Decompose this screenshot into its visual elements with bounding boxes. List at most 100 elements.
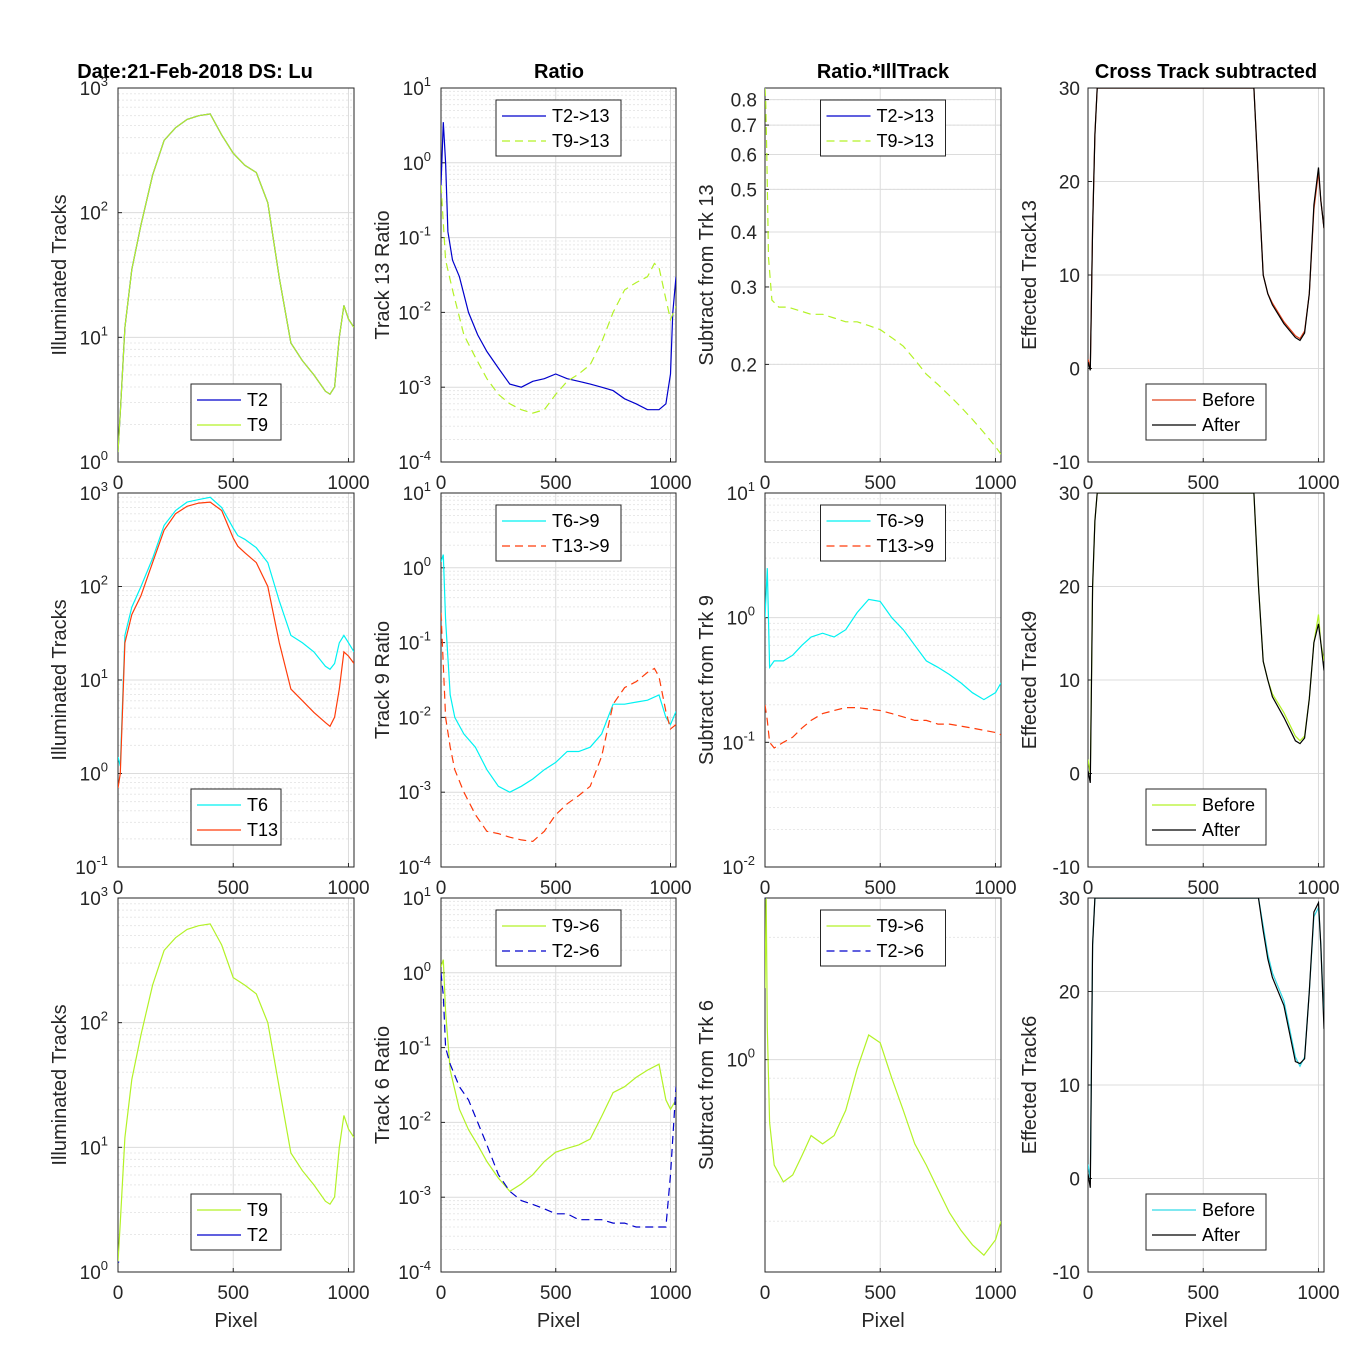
x-tick-label: 0: [113, 473, 124, 494]
y-tick-label: 10-4: [398, 1258, 431, 1284]
legend-label: After: [1202, 415, 1240, 435]
y-tick-label: 100: [80, 1258, 108, 1284]
subplot-r1c1: 100 101 102 103 0 500 1000 Illuminated Tracks T2…: [49, 74, 370, 494]
y-tick-label: 20: [1059, 983, 1080, 1004]
series-line-t9-6: [765, 898, 1001, 1257]
y-tick-label: 0.7: [731, 116, 757, 137]
y-tick-label: 0.5: [731, 180, 757, 201]
series-line-t6-9: [441, 554, 676, 793]
column-title-3: Ratio.*IllTrack: [817, 61, 950, 83]
y-tick-label: 100: [80, 760, 108, 786]
y-tick-label: 0: [1069, 360, 1080, 381]
x-tick-label: 0: [113, 1283, 124, 1304]
series-line-t9: [118, 923, 354, 1263]
series-line-t6: [118, 496, 354, 767]
legend-label: T13: [247, 820, 278, 840]
subplot-r1c2: 10-4 10-3 10-2 10-1 100 101 0 500 1000 Track 13 R…: [372, 74, 692, 494]
y-tick-label: 30: [1059, 79, 1080, 100]
x-tick-label: 0: [436, 1283, 447, 1304]
y-tick-label: 101: [80, 1133, 108, 1159]
y-tick-label: 10-1: [722, 728, 755, 754]
subplot-r3c1: 100 101 102 103 0 500 1000 Illuminated Tracks Pi…: [49, 884, 370, 1332]
x-tick-label: 0: [436, 878, 447, 899]
y-tick-label: 103: [80, 74, 108, 100]
y-axis-title: Track 13 Ratio: [372, 210, 394, 339]
x-tick-label: 1000: [327, 878, 369, 899]
legend: Before After: [1145, 1193, 1267, 1251]
legend-box: [495, 504, 622, 562]
y-tick-label: 10-4: [398, 853, 431, 879]
y-tick-label: 0.6: [731, 146, 757, 167]
y-tick-label: 10-3: [398, 778, 431, 804]
legend-box: [820, 99, 946, 157]
x-tick-label: 500: [217, 473, 249, 494]
legend-label: T6->9: [552, 511, 600, 531]
y-tick-label: 10-1: [75, 853, 108, 879]
y-tick-label: 0.8: [731, 91, 757, 112]
y-tick-label: 100: [403, 959, 431, 985]
y-tick-label: 100: [403, 149, 431, 175]
legend: T9->6 T2->6: [495, 909, 622, 967]
series-line-t6-9: [765, 568, 1001, 701]
y-tick-label: 0: [1069, 1170, 1080, 1191]
y-tick-label: -10: [1053, 1263, 1080, 1284]
x-tick-label: 500: [540, 473, 572, 494]
legend-label: T9->13: [552, 131, 610, 151]
legend-label: T6->9: [877, 511, 925, 531]
y-tick-label: 101: [727, 479, 755, 505]
x-tick-label: 1000: [327, 473, 369, 494]
legend: T2->13 T9->13: [820, 99, 946, 157]
y-axis-title: Effected Track6: [1019, 1016, 1041, 1155]
legend-label: T9->13: [877, 131, 935, 151]
y-tick-label: 100: [80, 448, 108, 474]
y-tick-label: 100: [403, 554, 431, 580]
y-tick-label: 30: [1059, 484, 1080, 505]
legend-box: [1145, 383, 1267, 441]
plot-frame: [117, 87, 355, 463]
y-tick-label: 102: [80, 1009, 108, 1035]
y-axis-title: Illuminated Tracks: [49, 194, 71, 355]
x-axis-title: Pixel: [537, 1310, 580, 1332]
legend-box: [190, 1193, 282, 1251]
series-line-t9-13: [441, 185, 676, 414]
x-tick-label: 1000: [327, 1283, 369, 1304]
series-line-after: [1088, 898, 1324, 1188]
legend-label: Before: [1202, 1200, 1255, 1220]
y-tick-label: 20: [1059, 173, 1080, 194]
x-tick-label: 0: [436, 473, 447, 494]
x-tick-label: 0: [1083, 1283, 1094, 1304]
series-line-after: [1088, 88, 1324, 371]
legend: T6->9 T13->9: [820, 504, 946, 562]
legend-label: T9: [247, 1200, 268, 1220]
y-tick-label: 10-2: [398, 1108, 431, 1134]
x-tick-label: 500: [1187, 1283, 1219, 1304]
y-tick-label: 10-2: [722, 853, 755, 879]
x-tick-label: 500: [540, 878, 572, 899]
legend-box: [495, 909, 622, 967]
x-tick-label: 1000: [974, 1283, 1016, 1304]
y-tick-label: 0.4: [731, 223, 758, 244]
plot-frame: [117, 897, 355, 1273]
legend: Before After: [1145, 788, 1267, 846]
x-tick-label: 1000: [649, 878, 691, 899]
x-tick-label: 500: [864, 473, 896, 494]
y-axis-title: Subtract from Trk 13: [696, 184, 718, 365]
legend-label: T13->9: [552, 536, 610, 556]
y-tick-label: 103: [80, 479, 108, 505]
x-tick-label: 500: [540, 1283, 572, 1304]
legend-label: T2->13: [877, 106, 935, 126]
y-tick-label: 10: [1059, 266, 1080, 287]
series-line-t9-6: [441, 959, 676, 1193]
series-line-after: [1088, 493, 1324, 784]
y-tick-label: 10-2: [398, 298, 431, 324]
legend-label: Before: [1202, 795, 1255, 815]
y-tick-label: 102: [80, 199, 108, 225]
series-line-t13: [118, 501, 354, 789]
